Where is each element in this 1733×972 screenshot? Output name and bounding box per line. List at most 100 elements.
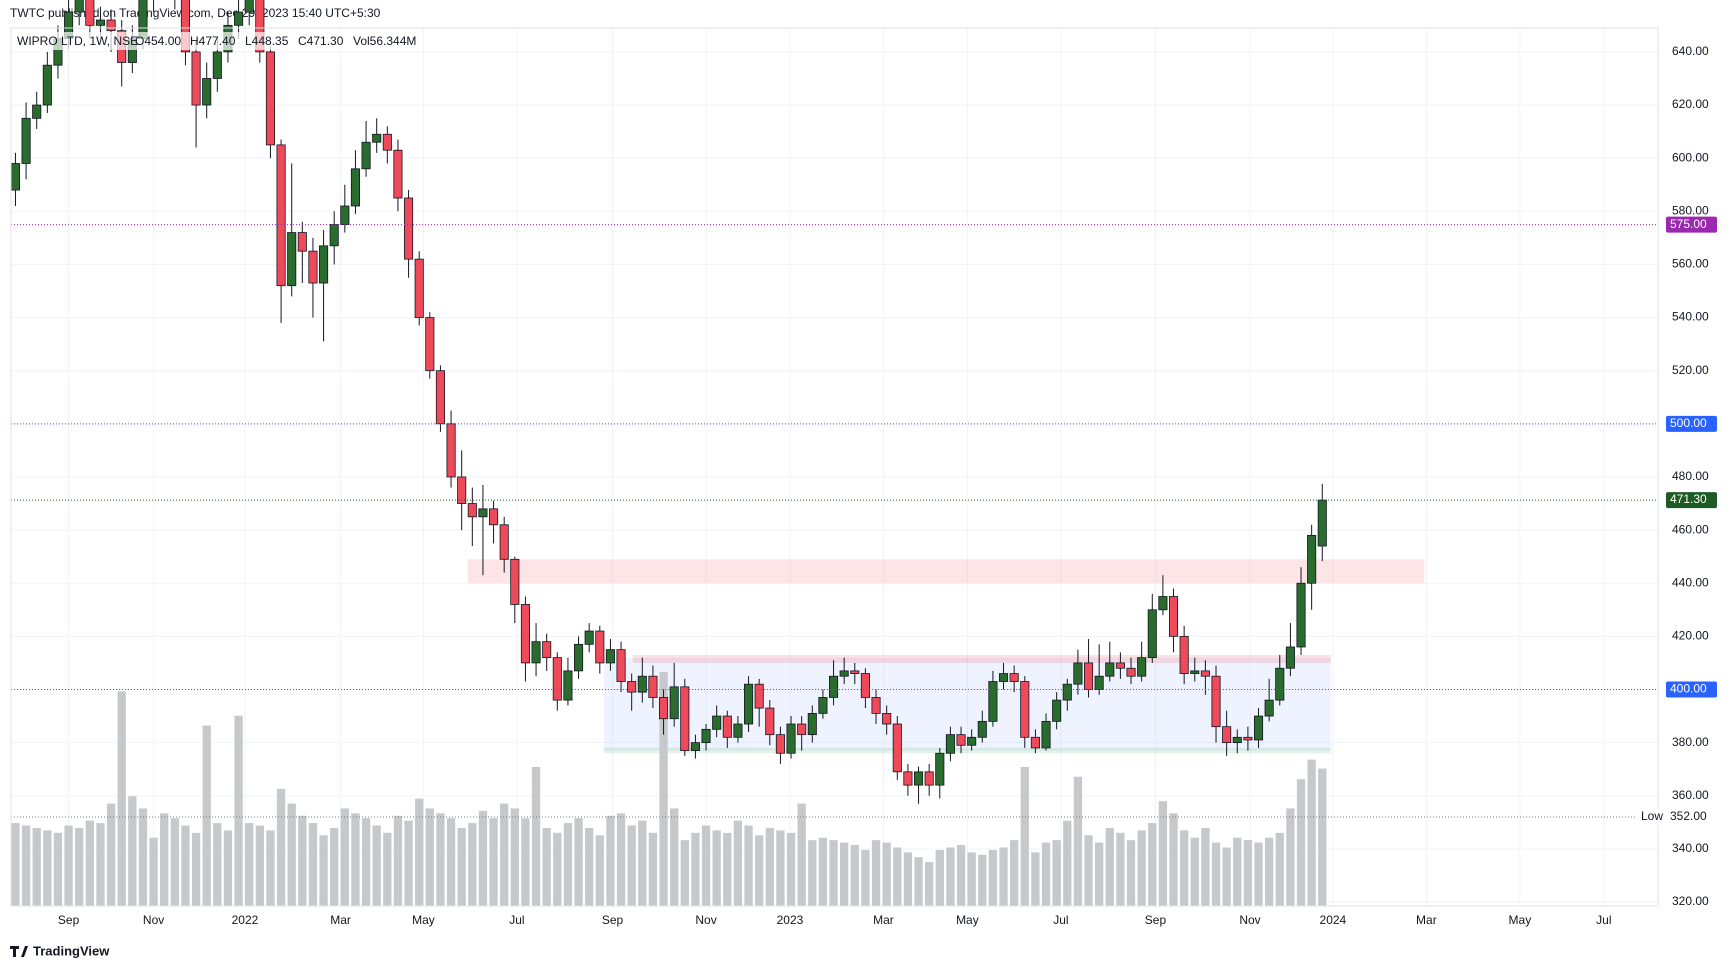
candle-body	[775, 734, 785, 754]
candle-body	[659, 697, 669, 720]
candle-body	[935, 752, 945, 786]
volume-bar	[893, 847, 902, 906]
x-tick-label: May	[1509, 913, 1532, 927]
candle-body	[42, 64, 52, 106]
candle-body	[584, 630, 594, 645]
publish-header: TWTC published on TradingView.com, Dec 2…	[10, 6, 381, 20]
candle-body	[1317, 499, 1327, 547]
volume-bar	[75, 827, 84, 906]
volume-bar	[946, 847, 955, 906]
candle-body	[892, 723, 902, 773]
volume-bar	[1254, 842, 1263, 906]
candle-body	[74, 0, 84, 13]
candle-body	[21, 117, 31, 164]
candle-body	[1296, 582, 1306, 648]
candle-body	[106, 19, 116, 32]
volume-bar	[446, 818, 456, 906]
volume-bar	[585, 827, 594, 906]
candle-body	[446, 423, 456, 478]
volume-bar	[988, 849, 998, 906]
candle-body	[212, 51, 222, 79]
y-tick-label: 340.00	[1672, 841, 1709, 855]
x-tick-label: Mar	[1416, 913, 1437, 927]
candle-body	[180, 0, 190, 53]
candle-body	[414, 258, 424, 318]
volume-bar	[181, 825, 190, 906]
candle-body	[744, 683, 754, 725]
candle-body	[595, 630, 605, 664]
candle-body	[510, 558, 520, 605]
candle-body	[1200, 670, 1210, 677]
zone	[604, 657, 1331, 751]
candle-body	[1275, 667, 1285, 701]
volume-bar	[1031, 852, 1040, 906]
level-label-bg	[1666, 415, 1717, 432]
volume-bar	[223, 830, 233, 906]
candle-body	[499, 524, 509, 560]
volume-bar	[1084, 835, 1093, 906]
volume-bar	[765, 827, 774, 906]
volume-bar	[383, 832, 392, 906]
candle-body	[340, 205, 350, 225]
candle-body	[945, 734, 955, 754]
candle-body	[520, 604, 530, 664]
legend-low: L448.35	[245, 34, 289, 48]
volume-bar	[245, 823, 254, 906]
candle-body	[839, 670, 849, 677]
candle-body	[1115, 662, 1125, 669]
volume-bar	[531, 766, 541, 906]
y-tick-label: 620.00	[1672, 97, 1709, 111]
legend-volume: Vol56.344M	[353, 34, 416, 48]
volume-bar	[701, 825, 711, 906]
y-tick-label: 520.00	[1672, 363, 1709, 377]
candle-body	[765, 707, 775, 736]
volume-bar	[627, 825, 636, 906]
level-label: 575.00	[1670, 217, 1707, 231]
volume-bar	[160, 813, 169, 906]
x-tick-label: Sep	[58, 913, 80, 927]
candle-body	[680, 686, 690, 751]
volume-bar	[606, 815, 615, 906]
volume-bar	[1041, 842, 1051, 906]
volume-bar	[574, 818, 583, 906]
volume-bar	[1010, 840, 1019, 906]
volume-bar	[106, 803, 116, 906]
candle-body	[754, 683, 764, 709]
level-name-bg	[1636, 809, 1666, 826]
level-label: 352.00	[1670, 809, 1707, 823]
volume-bar	[755, 835, 764, 906]
volume-bar	[1169, 813, 1178, 906]
volume-bar	[117, 691, 126, 906]
x-tick-label: Mar	[873, 913, 894, 927]
candle-body	[818, 697, 828, 714]
volume-bar	[425, 808, 434, 906]
x-tick-label: Nov	[695, 913, 716, 927]
volume-bar	[468, 823, 477, 906]
volume-bar	[393, 815, 403, 906]
candle-body	[913, 771, 924, 786]
volume-bar	[797, 803, 806, 906]
candle-body	[85, 0, 95, 26]
candle-body	[255, 0, 265, 53]
candle-body	[1232, 736, 1242, 744]
y-tick-label: 580.00	[1672, 203, 1709, 217]
level-label: 400.00	[1670, 682, 1707, 696]
candle-body	[319, 245, 329, 284]
x-tick-label: Sep	[1145, 913, 1167, 927]
volume-bar	[213, 823, 222, 906]
x-tick-label: 2024	[1320, 913, 1347, 927]
candle-body	[956, 734, 966, 746]
volume-bar	[266, 830, 275, 906]
volume-bar	[64, 825, 73, 906]
candle-body	[1137, 657, 1147, 677]
candle-body	[276, 144, 286, 287]
volume-bar	[1265, 837, 1274, 906]
candle-body	[191, 51, 201, 106]
y-tick-label: 560.00	[1672, 257, 1709, 271]
footer-brand: TradingView	[33, 943, 110, 958]
volume-bar	[595, 835, 604, 906]
volume-bar	[733, 820, 743, 906]
volume-bar	[372, 825, 381, 906]
candle-body	[998, 673, 1009, 682]
candle-body	[882, 712, 892, 725]
